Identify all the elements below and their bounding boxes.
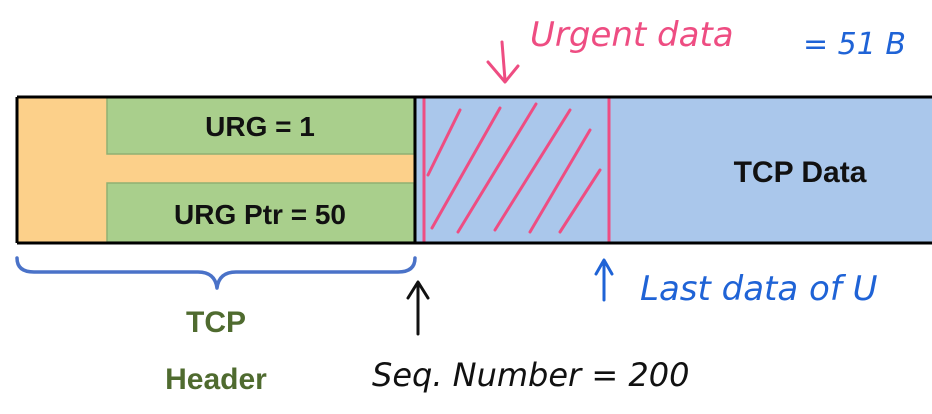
tcp-data-label: TCP Data <box>734 156 867 189</box>
urgent-size-note: = 51 B <box>803 27 906 62</box>
header-caption-line1: TCP <box>186 306 246 339</box>
urg-flag-field <box>106 96 415 155</box>
seq-number-note: Seq. Number = 200 <box>372 356 689 394</box>
urgent-data-hatch <box>426 102 602 234</box>
urg-pointer-field <box>106 182 415 243</box>
header-caption-line2: Header <box>165 363 267 396</box>
last-data-note: Last data of U <box>640 269 878 309</box>
last-data-arrow-icon <box>594 258 614 302</box>
seq-number-arrow-icon <box>406 280 430 336</box>
urgent-data-note: Urgent data <box>530 15 734 55</box>
urg-flag-label: URG = 1 <box>205 111 315 142</box>
header-brace <box>15 256 417 290</box>
urgent-data-arrow-icon <box>486 40 520 84</box>
urg-pointer-label: URG Ptr = 50 <box>174 199 346 230</box>
